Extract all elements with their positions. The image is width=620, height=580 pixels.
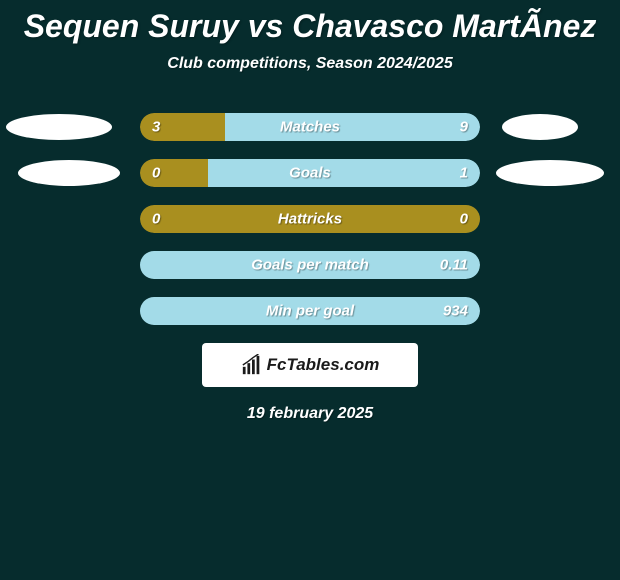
player-oval-left <box>18 160 120 186</box>
stat-row: 01Goals <box>0 159 620 187</box>
logo-text: FcTables.com <box>267 355 380 375</box>
chart-icon <box>241 354 263 376</box>
stat-label: Goals <box>140 165 480 182</box>
player-oval-left <box>6 114 112 140</box>
stat-row: 00Hattricks <box>0 205 620 233</box>
logo-box: FcTables.com <box>202 343 418 387</box>
page-title: Sequen Suruy vs Chavasco MartÃnez <box>0 0 620 45</box>
stat-row: 0.11Goals per match <box>0 251 620 279</box>
stat-label: Hattricks <box>140 211 480 228</box>
player-oval-right <box>496 160 604 186</box>
date-text: 19 february 2025 <box>0 405 620 423</box>
stat-rows: 39Matches 01Goals 00Hattricks 0.11Goals per… <box>0 113 620 325</box>
stat-label: Matches <box>140 119 480 136</box>
comparison-card: Sequen Suruy vs Chavasco MartÃnez Club c… <box>0 0 620 580</box>
stat-label: Goals per match <box>140 257 480 274</box>
stat-label: Min per goal <box>140 303 480 320</box>
subtitle: Club competitions, Season 2024/2025 <box>0 55 620 73</box>
stat-row: 934Min per goal <box>0 297 620 325</box>
player-oval-right <box>502 114 578 140</box>
stat-row: 39Matches <box>0 113 620 141</box>
